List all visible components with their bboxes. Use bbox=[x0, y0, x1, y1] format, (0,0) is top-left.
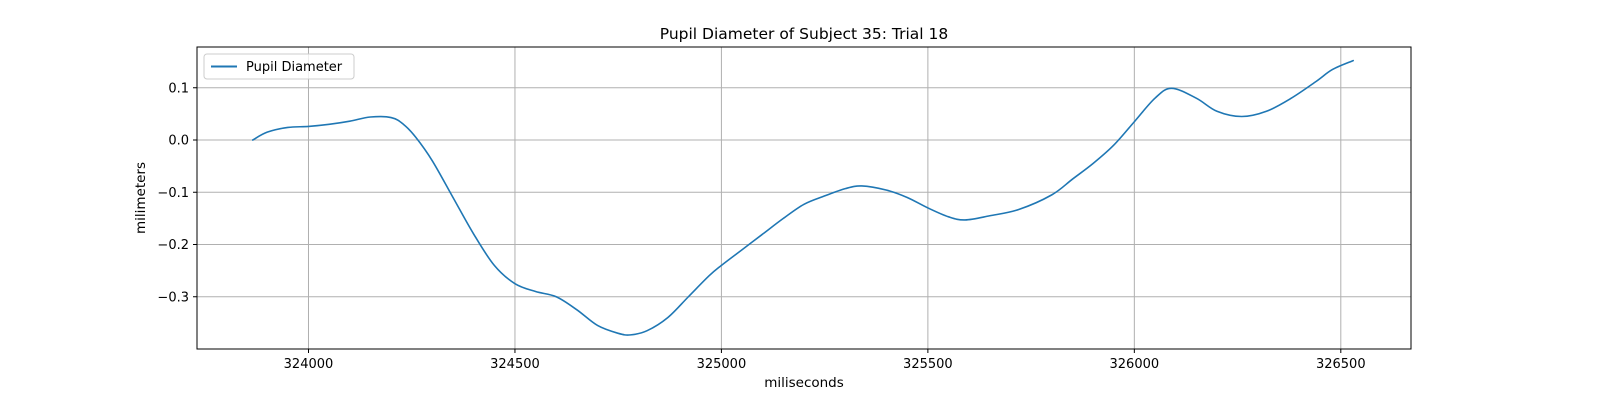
y-axis: 0.1 0.0 −0.1 −0.2 −0.3 bbox=[157, 81, 197, 305]
y-tick-label: −0.2 bbox=[157, 238, 189, 253]
grid bbox=[197, 47, 1411, 349]
x-axis-label: miliseconds bbox=[764, 375, 844, 391]
plot-area bbox=[251, 59, 1354, 336]
x-tick-label: 325500 bbox=[903, 357, 953, 372]
x-tick-label: 326500 bbox=[1316, 357, 1366, 372]
y-tick-label: 0.0 bbox=[168, 134, 189, 149]
x-tick-label: 326000 bbox=[1110, 357, 1160, 372]
y-axis-label: milimeters bbox=[133, 162, 149, 234]
x-axis: 324000 324500 325000 325500 326000 326500 bbox=[284, 349, 1366, 372]
x-tick-label: 325000 bbox=[697, 357, 747, 372]
y-tick-label: −0.3 bbox=[157, 290, 189, 305]
y-tick-label: 0.1 bbox=[168, 81, 189, 96]
series-line-pupil-diameter bbox=[251, 59, 1354, 336]
chart-title: Pupil Diameter of Subject 35: Trial 18 bbox=[660, 25, 949, 43]
y-tick-label: −0.1 bbox=[157, 186, 189, 201]
x-tick-label: 324500 bbox=[490, 357, 540, 372]
legend-box bbox=[203, 53, 355, 80]
legend-label: Pupil Diameter bbox=[246, 60, 343, 75]
x-tick-label: 324000 bbox=[284, 357, 334, 372]
axes-frame bbox=[196, 46, 1412, 350]
legend: Pupil Diameter bbox=[203, 53, 355, 80]
